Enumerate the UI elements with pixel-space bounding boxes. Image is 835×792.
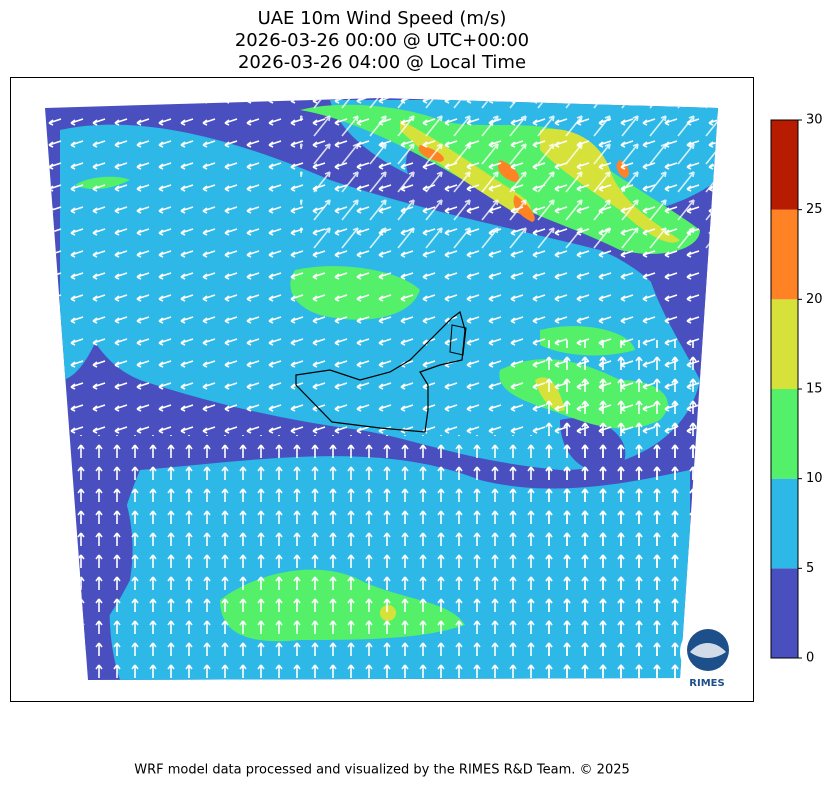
- title-line: 2026-03-26 00:00 @ UTC+00:00: [235, 30, 529, 51]
- logo-wave: [690, 643, 726, 658]
- footer: WRF model data processed and visualized …: [134, 763, 630, 778]
- colorbar-tick-label: 20: [806, 292, 823, 307]
- colorbar-tick-label: 15: [806, 382, 823, 397]
- colorbar-tick-label: 5: [806, 561, 814, 576]
- wind-field: [45, 98, 718, 680]
- wind-arrows: [300, 98, 718, 255]
- title-line: UAE 10m Wind Speed (m/s): [258, 8, 507, 29]
- colorbar-segment: [771, 299, 798, 389]
- colorbar-segment: [771, 568, 798, 658]
- logo: RIMES: [680, 624, 736, 689]
- uae-border: [295, 310, 466, 433]
- colorbar-segment: [771, 389, 798, 479]
- colorbar-tick-label: 25: [806, 202, 823, 217]
- title: UAE 10m Wind Speed (m/s) 2026-03-26 00:0…: [235, 8, 529, 73]
- logo-text: RIMES: [689, 678, 724, 689]
- colorbar-tick-label: 0: [806, 651, 814, 666]
- title-line: 2026-03-26 04:00 @ Local Time: [238, 52, 526, 73]
- colorbar: 0 5 10 15 20 25 30: [770, 113, 823, 666]
- wind-arrows: [540, 340, 700, 680]
- colorbar-segment: [771, 209, 798, 300]
- oman-exclave: [449, 324, 467, 356]
- colorbar-segment: [771, 120, 798, 210]
- colorbar-tick-label: 10: [806, 471, 823, 486]
- colorbar-tick-label: 30: [806, 113, 823, 128]
- colorbar-segment: [771, 478, 798, 569]
